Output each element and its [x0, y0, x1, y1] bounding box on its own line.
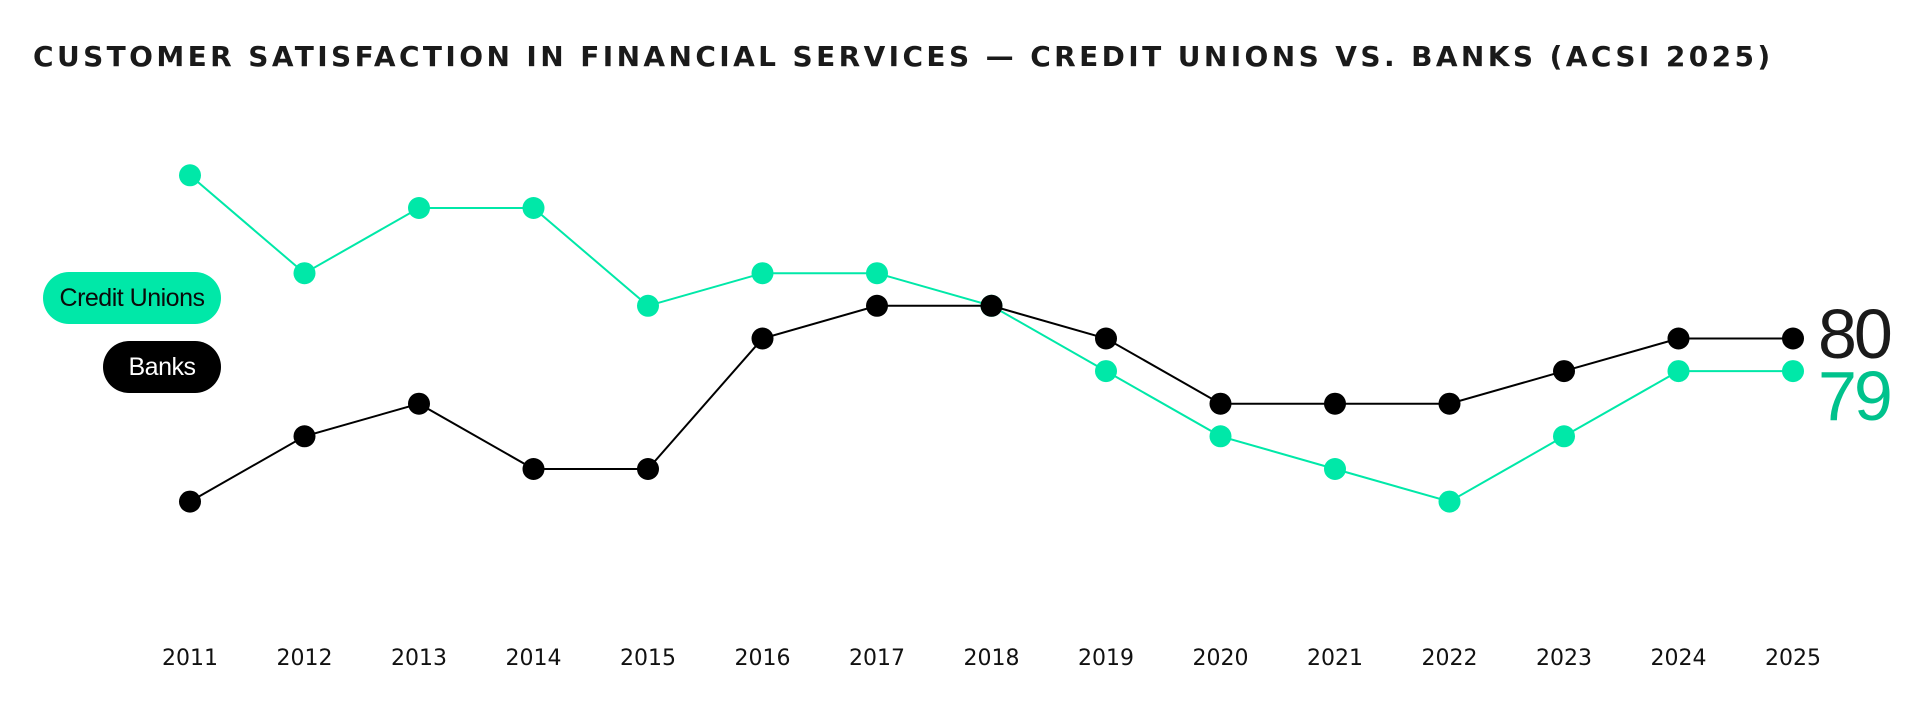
x-axis-ticks: 2011 2012 2013 2014 2015 2016 2017 2018 2019 2020…: [162, 646, 1821, 671]
data-point-banks-2014: [522, 458, 545, 480]
series-layer: [179, 164, 1804, 513]
x-tick-label-2016: 2016: [735, 646, 791, 671]
data-point-banks-2025: [1782, 327, 1804, 350]
data-point-banks-2022: [1438, 392, 1461, 415]
data-point-credit-unions-2025: [1782, 360, 1804, 383]
x-tick-label-2015: 2015: [620, 646, 676, 671]
x-tick-label-2022: 2022: [1422, 646, 1478, 671]
data-point-credit-unions-2020: [1209, 425, 1232, 448]
chart-title: CUSTOMER SATISFACTION IN FINANCIAL SERVI…: [33, 40, 1774, 73]
data-point-credit-unions-2013: [408, 197, 430, 219]
data-point-credit-unions-2019: [1095, 360, 1117, 383]
x-tick-label-2019: 2019: [1078, 646, 1134, 671]
data-point-banks-2012: [293, 425, 316, 448]
data-point-credit-unions-2015: [637, 294, 659, 317]
data-point-banks-2011: [179, 490, 201, 513]
x-tick-label-2024: 2024: [1651, 646, 1707, 671]
data-point-credit-unions-2012: [293, 262, 316, 285]
end-label-credit-unions: 79: [1818, 357, 1890, 435]
series-line-banks: [189, 304, 1793, 503]
end-label-banks: 80: [1818, 295, 1891, 373]
data-point-credit-unions-2011: [179, 164, 201, 187]
series-banks: [179, 294, 1804, 513]
data-point-banks-2023: [1553, 360, 1575, 383]
data-point-credit-unions-2014: [522, 197, 545, 219]
series-line-credit-unions: [189, 174, 1793, 503]
legend-banks: Banks: [103, 341, 221, 393]
x-tick-label-2011: 2011: [162, 646, 218, 671]
x-tick-label-2017: 2017: [849, 646, 905, 671]
data-point-credit-unions-2024: [1667, 360, 1690, 383]
x-tick-label-2014: 2014: [506, 646, 562, 671]
x-tick-label-2012: 2012: [277, 646, 333, 671]
data-point-banks-2018: [980, 294, 1003, 317]
data-point-banks-2020: [1209, 392, 1232, 415]
x-tick-label-2020: 2020: [1193, 646, 1249, 671]
x-tick-label-2013: 2013: [391, 646, 447, 671]
legend-credit-unions: Credit Unions: [43, 272, 221, 324]
data-point-banks-2017: [866, 294, 888, 317]
data-point-banks-2021: [1324, 392, 1346, 415]
x-tick-label-2018: 2018: [964, 646, 1020, 671]
x-tick-label-2025: 2025: [1765, 646, 1821, 671]
x-tick-label-2021: 2021: [1307, 646, 1363, 671]
data-point-credit-unions-2017: [866, 262, 888, 285]
data-point-credit-unions-2016: [751, 262, 774, 285]
data-point-credit-unions-2023: [1553, 425, 1575, 448]
series-credit-unions: [179, 164, 1804, 513]
data-point-banks-2013: [408, 392, 430, 415]
x-tick-label-2023: 2023: [1536, 646, 1592, 671]
data-point-credit-unions-2021: [1324, 458, 1346, 480]
data-point-banks-2016: [751, 327, 774, 350]
data-point-banks-2024: [1667, 327, 1690, 350]
data-point-banks-2015: [637, 458, 659, 480]
data-point-credit-unions-2022: [1438, 490, 1461, 513]
data-point-banks-2019: [1095, 327, 1117, 350]
